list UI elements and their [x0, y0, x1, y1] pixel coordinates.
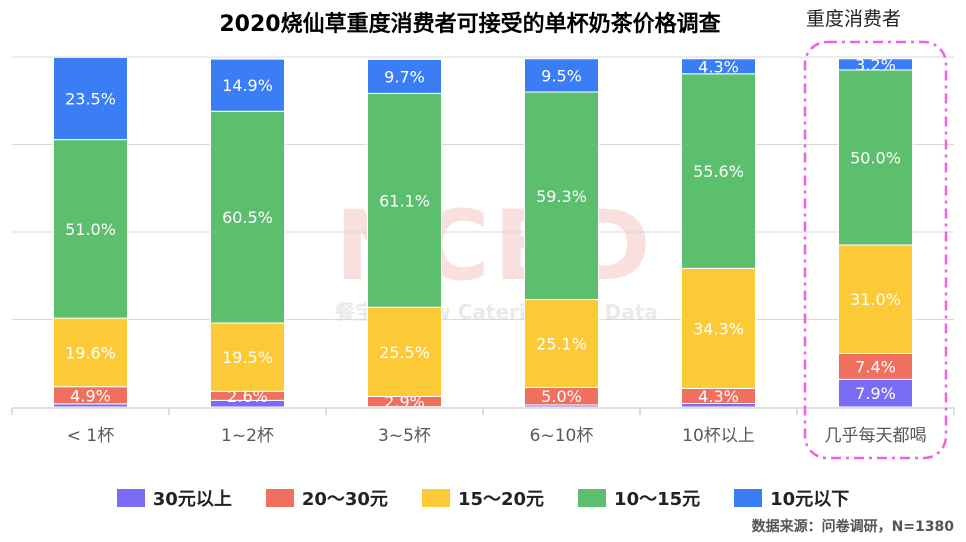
bar-segment — [367, 306, 442, 397]
bar-segment — [367, 58, 442, 94]
bar-segment — [838, 244, 913, 354]
data-label: 25.1% — [536, 334, 587, 353]
data-label: 7.4% — [855, 357, 896, 376]
bar-segment — [210, 110, 285, 324]
x-tick-label: 6~10杯 — [530, 426, 594, 446]
data-label: 19.5% — [222, 348, 273, 367]
data-label: 14.9% — [222, 76, 273, 95]
legend-swatch — [421, 489, 450, 507]
stacked-bar-chart: 4.9%19.6%51.0%23.5%2.6%19.5%60.5%14.9%2.… — [11, 40, 955, 460]
data-label: 60.5% — [222, 208, 273, 227]
x-tick-label: 10杯以上 — [682, 426, 755, 446]
x-tick-label: 3~5杯 — [378, 426, 431, 446]
data-label: 4.9% — [70, 386, 111, 405]
legend-label: 10元以下 — [770, 489, 850, 510]
bar-segment — [681, 73, 756, 269]
bar-segment — [524, 91, 599, 301]
legend-label: 30元以上 — [152, 489, 232, 510]
bar-segment — [53, 56, 128, 141]
data-label: 3.2% — [855, 55, 896, 74]
highlight-label: 重度消费者 — [806, 8, 902, 30]
data-label: 51.0% — [65, 220, 116, 239]
data-label: 19.6% — [65, 343, 116, 362]
bar-segment — [524, 58, 599, 93]
chart-legend: 30元以上 20～30元 15～20元 10～15元 10元以下 — [0, 485, 966, 511]
data-label: 9.7% — [384, 67, 425, 86]
legend-swatch — [265, 489, 294, 507]
legend-label: 10～15元 — [614, 489, 701, 510]
legend-swatch — [578, 489, 607, 507]
data-label: 9.5% — [541, 66, 582, 85]
bar-segment — [53, 139, 128, 319]
data-label: 4.3% — [698, 387, 739, 406]
bar-segment — [838, 58, 913, 71]
bar-segment — [681, 267, 756, 389]
legend-item: 15～20元 — [421, 485, 545, 511]
bar-segment — [681, 58, 756, 75]
bar-segment — [838, 378, 913, 408]
data-label: 25.5% — [379, 343, 430, 362]
data-label: 5.0% — [541, 387, 582, 406]
bar-segment — [53, 317, 128, 388]
data-label: 61.1% — [379, 191, 430, 210]
legend-item: 10元以下 — [734, 485, 849, 511]
data-label: 2.9% — [384, 393, 425, 412]
bar-segment — [838, 352, 913, 380]
legend-item: 20～30元 — [265, 485, 388, 511]
highlight-box — [803, 40, 948, 460]
legend-swatch — [734, 489, 763, 507]
bar-segment — [210, 58, 285, 112]
data-label: 34.3% — [693, 319, 744, 338]
bar-segment — [210, 322, 285, 392]
data-label: 23.5% — [65, 89, 116, 108]
data-label: 50.0% — [850, 148, 901, 167]
legend-item: 10～15元 — [578, 485, 700, 511]
chart-title: 2020烧仙草重度消费者可接受的单杯奶茶价格调查 — [219, 12, 721, 37]
x-tick-label: 1~2杯 — [221, 426, 274, 446]
data-source-note: 数据来源：问卷调研，N=1380 — [751, 519, 954, 535]
legend-label: 20～30元 — [301, 489, 388, 510]
legend-item: 30元以上 — [116, 485, 232, 511]
x-tick-label: < 1杯 — [67, 426, 114, 446]
legend-label: 15～20元 — [457, 489, 545, 510]
x-tick-label: 几乎每天都喝 — [825, 426, 927, 446]
data-label: 59.3% — [536, 187, 587, 206]
data-label: 31.0% — [850, 290, 901, 309]
data-label: 55.6% — [693, 162, 744, 181]
bar-segment — [367, 92, 442, 308]
data-label: 4.3% — [698, 57, 739, 76]
legend-swatch — [116, 489, 145, 507]
data-label: 7.9% — [855, 384, 896, 403]
